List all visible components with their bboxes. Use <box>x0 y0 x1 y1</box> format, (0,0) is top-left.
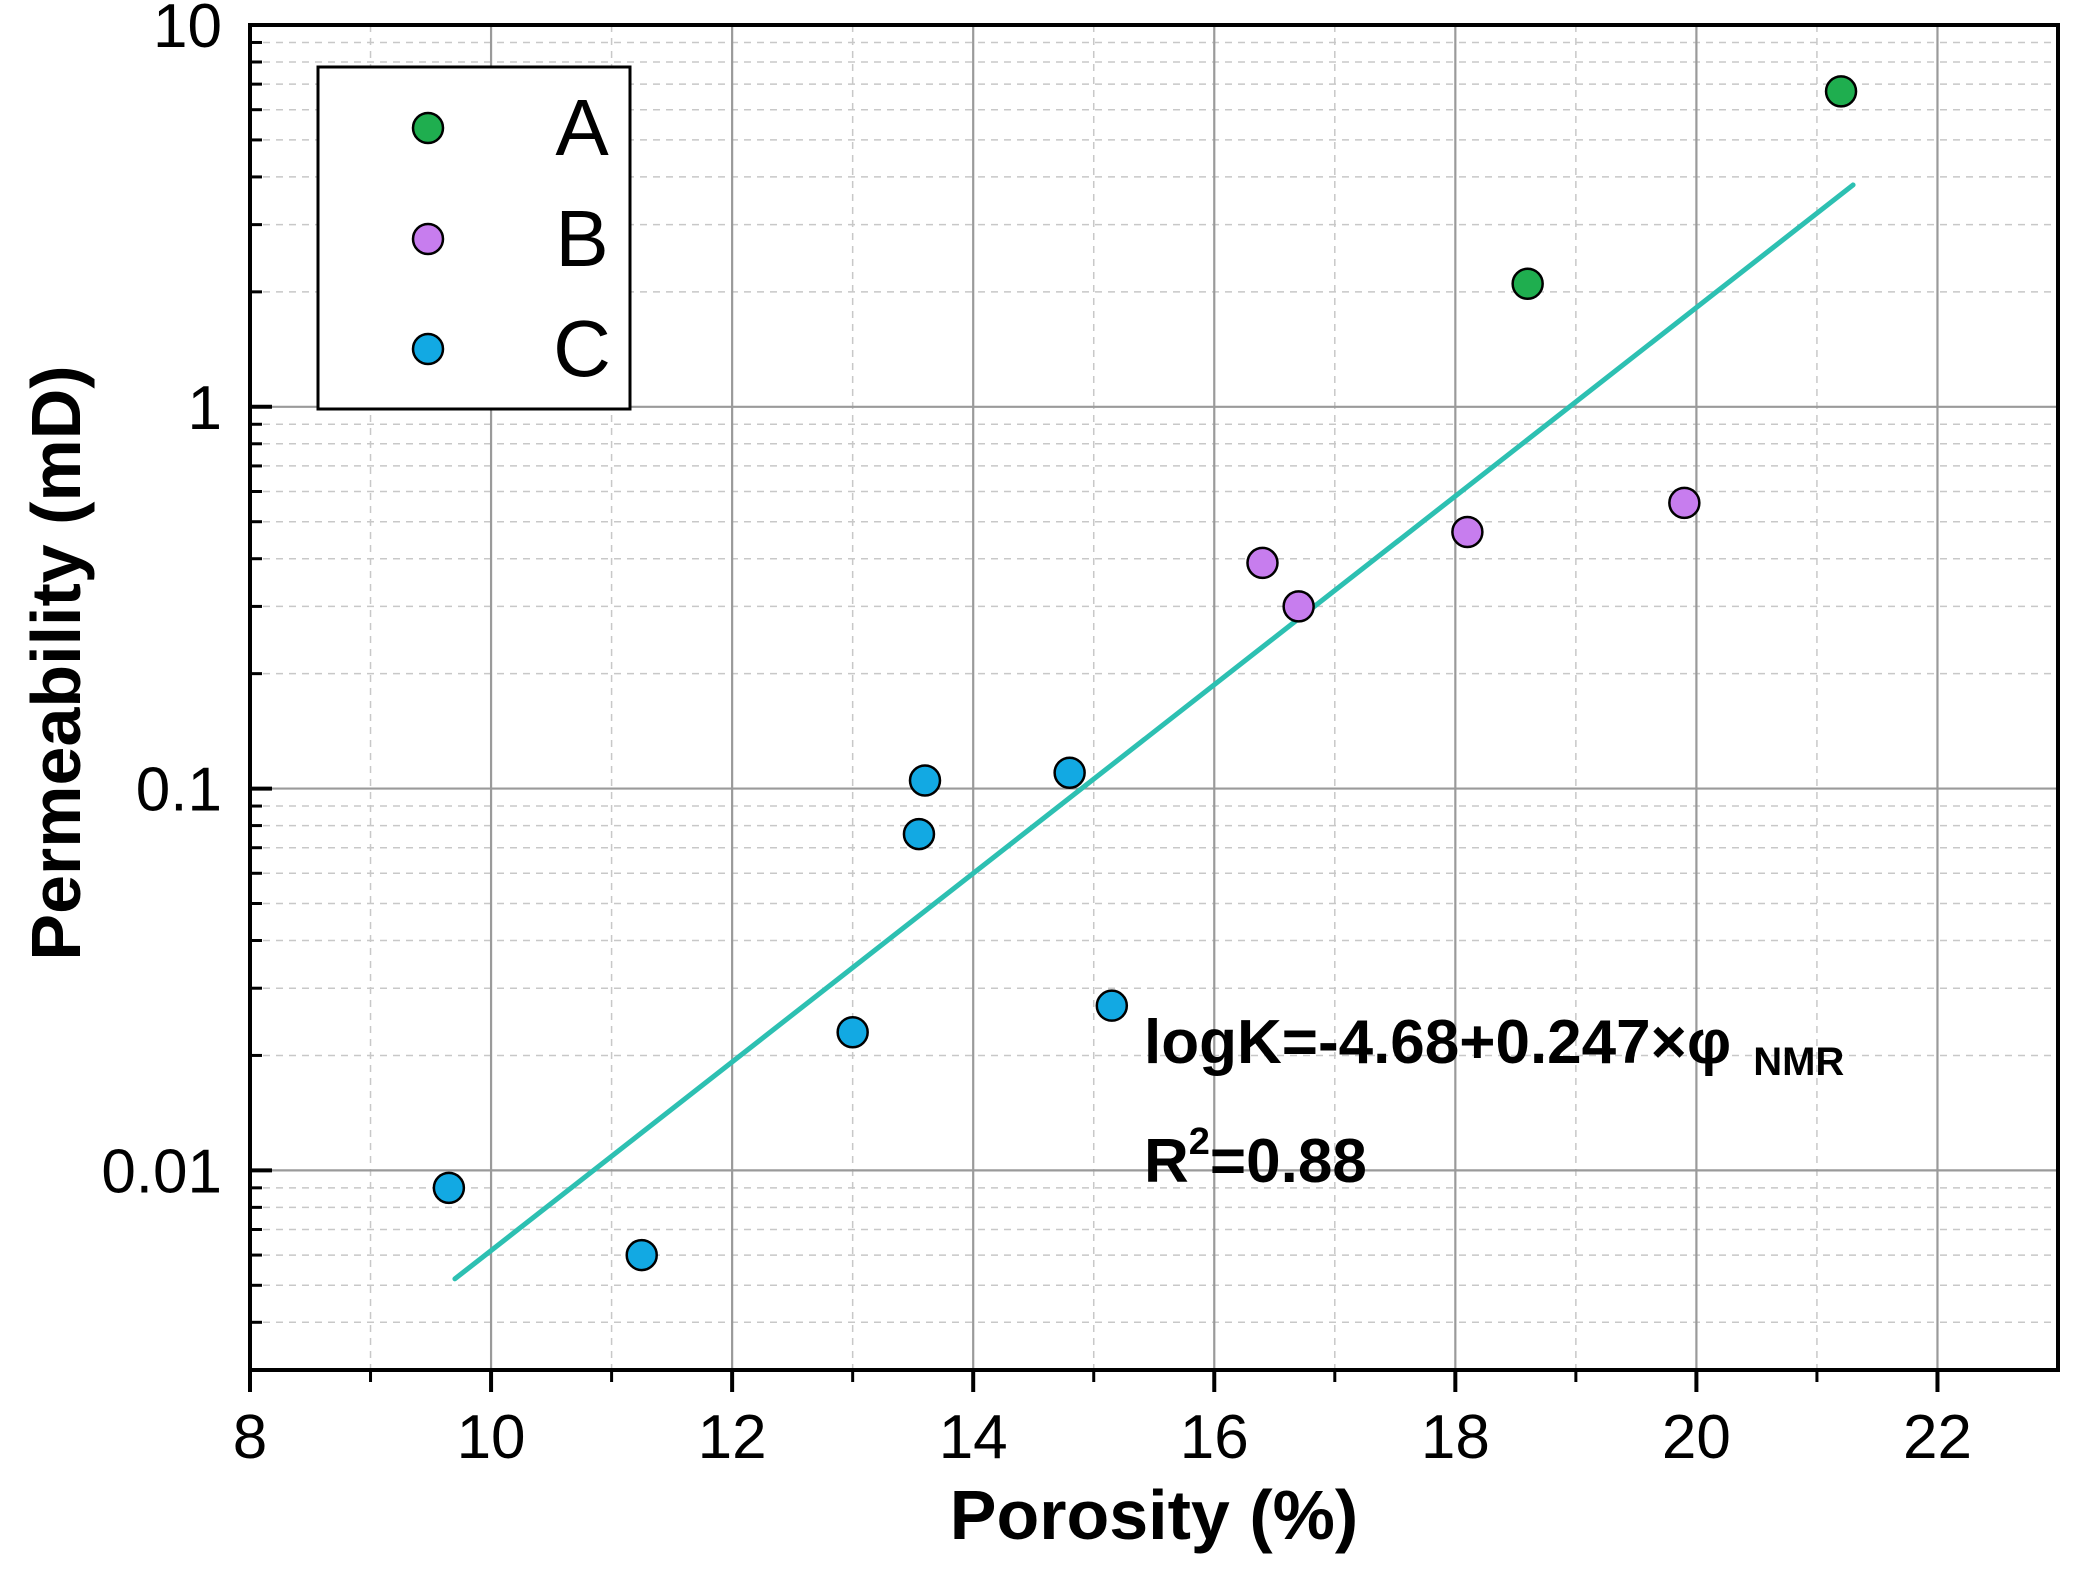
point-b <box>1451 515 1484 549</box>
x-tick-label: 10 <box>457 1403 526 1472</box>
y-axis-title: Permeability (mD) <box>17 365 95 960</box>
point-c <box>432 1171 466 1205</box>
y-tick-label: 0.1 <box>136 756 222 825</box>
x-tick-label: 12 <box>698 1403 767 1472</box>
legend-marker-a <box>411 111 445 145</box>
legend: A B C <box>316 65 632 411</box>
y-tick-label: 1 <box>188 374 222 443</box>
r-squared-base: R <box>1144 1127 1189 1196</box>
x-tick-label: 14 <box>939 1403 1008 1472</box>
point-a <box>1824 75 1858 108</box>
legend-label-c: C <box>553 304 611 393</box>
fit-equation-subscript: NMR <box>1753 1040 1844 1084</box>
x-tick-label: 22 <box>1903 1403 1972 1472</box>
axis-ticks <box>248 23 1940 1392</box>
x-tick-label: 20 <box>1662 1403 1731 1472</box>
legend-label-b: B <box>555 194 608 283</box>
major-gridlines <box>250 25 2058 1370</box>
r-squared-superscript: 2 <box>1189 1121 1210 1163</box>
x-tick-label: 18 <box>1421 1403 1490 1472</box>
fit-equation-main: logK=-4.68+0.247×φ <box>1144 1008 1731 1077</box>
legend-marker-c <box>411 332 445 366</box>
y-tick-label: 10 <box>153 0 222 61</box>
plot-frame <box>248 23 2060 1372</box>
x-axis-title: Porosity (%) <box>950 1476 1358 1554</box>
point-c <box>908 764 942 797</box>
point-a <box>1511 267 1544 301</box>
x-tick-label: 8 <box>233 1403 267 1472</box>
x-tick-label: 16 <box>1180 1403 1249 1472</box>
point-c <box>1095 989 1129 1022</box>
r-squared-value: =0.88 <box>1210 1127 1367 1196</box>
point-c <box>902 817 936 851</box>
point-b <box>1668 486 1701 520</box>
legend-label-a: A <box>555 83 609 172</box>
tick-labels: 8 10 12 14 16 18 20 22 0.01 0.1 1 10 <box>101 0 1972 1472</box>
point-c <box>836 1016 869 1049</box>
data-points <box>432 75 1858 1272</box>
r-squared: R2=0.88 <box>1144 1121 1367 1196</box>
point-c <box>1053 756 1086 790</box>
point-b <box>1246 546 1279 580</box>
fit-equation: logK=-4.68+0.247×φ NMR <box>1144 1008 1844 1084</box>
legend-marker-b <box>411 222 445 256</box>
fit-line <box>452 182 1856 1282</box>
fit-line-layer <box>452 182 1856 1282</box>
point-c <box>625 1238 658 1272</box>
point-b <box>1282 590 1315 623</box>
y-tick-label: 0.01 <box>101 1137 222 1206</box>
legend-box <box>316 65 632 411</box>
